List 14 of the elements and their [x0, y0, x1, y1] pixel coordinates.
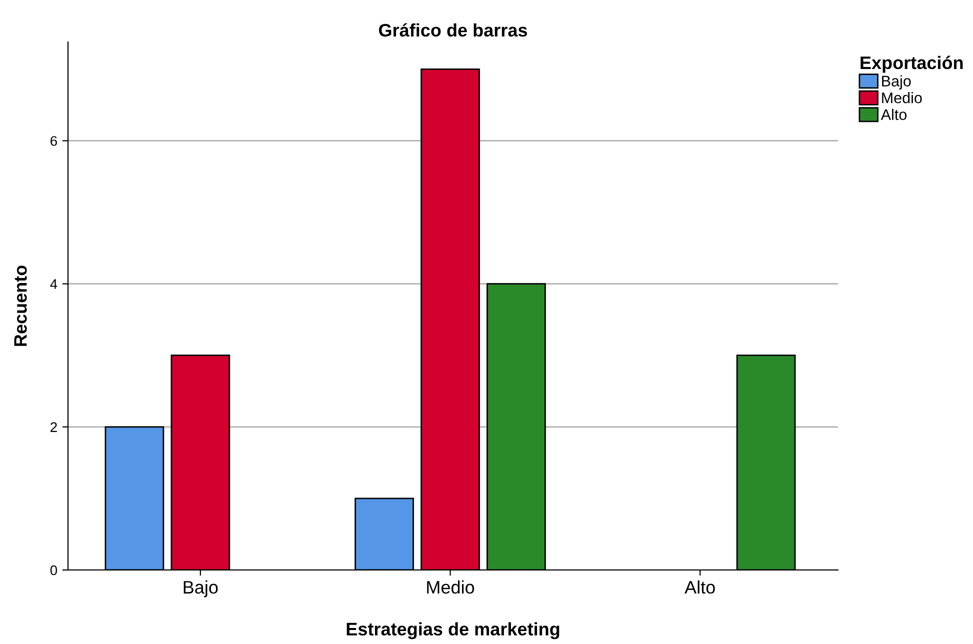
chart-title: Gráfico de barras: [378, 23, 528, 37]
x-axis-title: Estrategias de marketing: [346, 622, 560, 640]
legend-label: Medio: [882, 92, 922, 104]
x-tick-label: Medio: [427, 580, 474, 594]
y-tick-label: 0: [50, 565, 58, 576]
x-tick-label: Bajo: [184, 580, 218, 598]
x-tick-label: Alto: [684, 580, 715, 594]
y-tick-label: 6: [50, 136, 57, 146]
legend-label: Bajo: [882, 75, 911, 90]
y-tick-label: 2: [50, 422, 57, 432]
y-tick-label: 4: [50, 279, 58, 289]
y-axis-title: Recuento: [14, 266, 27, 346]
legend-title: Exportación: [860, 56, 963, 73]
legend-label: Alto: [880, 108, 907, 120]
